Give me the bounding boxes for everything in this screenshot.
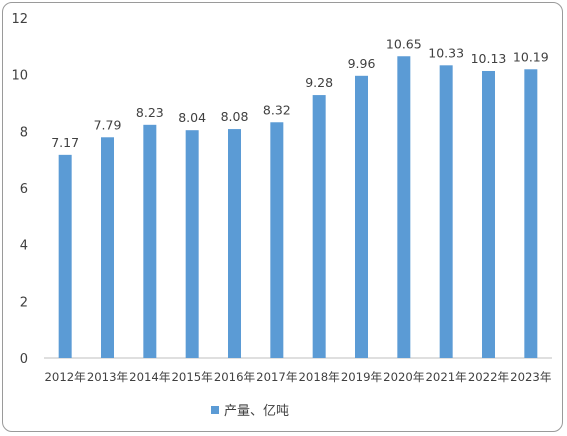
bar <box>143 124 157 358</box>
data-label: 8.04 <box>178 110 206 125</box>
x-tick-label: 2017年 <box>256 370 297 384</box>
data-label: 10.13 <box>471 51 507 66</box>
bar <box>101 137 114 358</box>
legend-label: 产量、亿吨 <box>224 404 289 419</box>
y-tick-label: 12 <box>11 12 28 27</box>
data-label: 8.08 <box>221 109 249 124</box>
data-label: 10.65 <box>386 36 422 51</box>
y-tick-label: 6 <box>20 182 28 197</box>
y-tick-label: 0 <box>20 352 28 367</box>
bar <box>397 56 411 358</box>
y-tick-label: 10 <box>11 69 28 84</box>
x-tick-label: 2015年 <box>172 370 213 384</box>
data-labels: 7.17 7.79 8.23 8.04 8.08 8.32 9.28 9.96 10.65 10.… <box>51 36 549 150</box>
x-tick-label: 2023年 <box>510 370 551 384</box>
x-tick-label: 2016年 <box>214 370 255 384</box>
x-axis-ticks: 2012年 2013年 2014年 2015年 2016年 2017年 2018年 2019年… <box>45 370 552 384</box>
bar <box>58 154 72 358</box>
x-tick-label: 2019年 <box>341 370 382 384</box>
bar <box>270 122 284 359</box>
data-label: 10.33 <box>428 45 464 60</box>
data-label: 9.28 <box>305 75 333 90</box>
data-label: 8.32 <box>263 102 291 117</box>
legend: 产量、亿吨 <box>211 404 289 419</box>
x-tick-label: 2022年 <box>468 370 509 384</box>
x-tick-label: 2018年 <box>299 370 340 384</box>
x-tick-label: 2021年 <box>426 370 467 384</box>
bar <box>482 70 495 358</box>
bar <box>228 129 241 358</box>
y-axis-ticks: 0 2 4 6 8 10 12 <box>11 12 28 367</box>
bar <box>439 65 453 359</box>
bar <box>185 130 199 358</box>
x-tick-label: 2013年 <box>87 370 128 384</box>
legend-swatch <box>211 406 219 414</box>
data-label: 9.96 <box>348 56 376 71</box>
data-label: 10.19 <box>513 49 549 64</box>
data-label: 7.79 <box>94 117 122 132</box>
bar <box>355 75 368 359</box>
x-tick-label: 2014年 <box>129 370 170 384</box>
data-label: 8.23 <box>136 105 164 120</box>
y-tick-label: 8 <box>20 125 28 140</box>
bar <box>524 69 538 359</box>
x-tick-label: 2012年 <box>45 370 86 384</box>
bars <box>58 56 538 359</box>
y-tick-label: 2 <box>20 295 28 310</box>
data-label: 7.17 <box>51 135 79 150</box>
bar <box>312 95 326 359</box>
x-tick-label: 2020年 <box>383 370 424 384</box>
y-tick-label: 4 <box>20 239 28 254</box>
